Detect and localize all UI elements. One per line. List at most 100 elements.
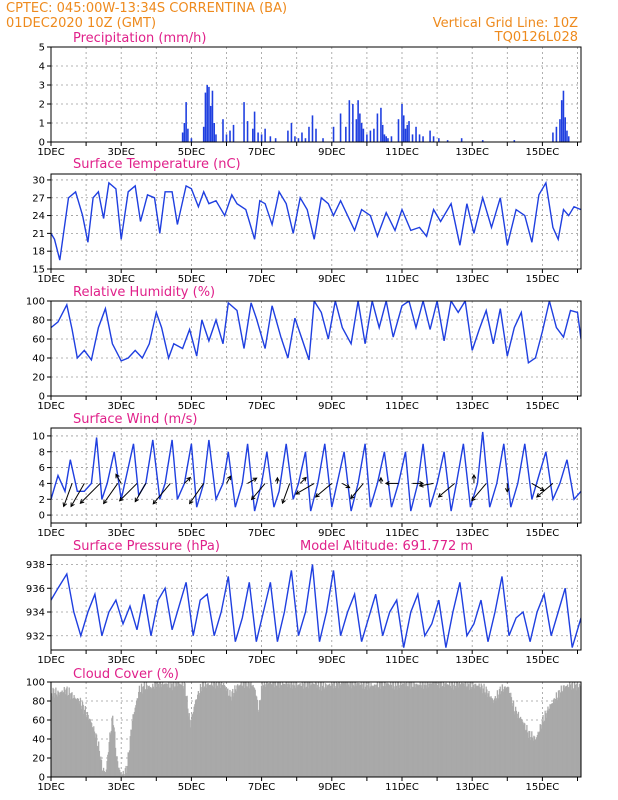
wind-arrow-head: [471, 496, 476, 502]
precip-bar: [311, 115, 314, 142]
cloud-area-bar: [228, 695, 230, 777]
rh-ytick-label: 20: [32, 373, 45, 384]
cloud-area-bar: [399, 682, 402, 777]
cloud-area-bar: [311, 682, 313, 777]
wind-title: Surface Wind (m/s): [73, 412, 197, 427]
cloud-area-bar: [408, 682, 410, 777]
cloud-ytick-label: 20: [32, 754, 45, 765]
cloud-area-bar: [58, 691, 60, 777]
cloud-area-bar: [258, 711, 260, 777]
cloud-area-bar: [517, 713, 519, 777]
precip-bar: [418, 134, 421, 142]
cloud-area-bar: [515, 710, 518, 777]
cloud-area-bar: [351, 682, 353, 777]
cloud-area-bar: [456, 682, 459, 777]
cloud-area-bar: [330, 685, 332, 777]
cloud-area-bar: [447, 685, 449, 777]
cloud-area-bar: [119, 769, 121, 777]
cloud-area-bar: [547, 706, 549, 777]
cloud-area-bar: [141, 686, 143, 777]
precip-bar: [357, 100, 359, 142]
cloud-area-bar: [425, 688, 428, 777]
cloud-area-bar: [202, 682, 204, 777]
temp-xtick-label: 13DEC: [455, 274, 489, 285]
cloud-area-bar: [239, 684, 242, 777]
wind-ytick-label: 10: [32, 431, 45, 442]
cloud-area-bar: [344, 682, 346, 777]
cloud-area-bar: [185, 696, 188, 777]
cloud-area-bar: [372, 685, 374, 777]
rh-series-line: [51, 301, 581, 365]
cloud-area-bar: [265, 686, 267, 777]
cloud-area-bar: [291, 682, 293, 777]
cloud-area-bar: [320, 682, 322, 777]
cloud-area-bar: [352, 682, 354, 777]
temp-border: [50, 173, 582, 270]
cloud-area-bar: [560, 685, 562, 777]
cloud-area-bar: [466, 686, 468, 777]
cloud-area-bar: [293, 682, 295, 777]
cloud-area-bar: [284, 685, 287, 777]
cloud-xtick-label: 15DEC: [526, 782, 560, 793]
cloud-area-bar: [439, 682, 442, 777]
temp-xtick-label: 11DEC: [385, 274, 419, 285]
cloud-area-bar: [452, 689, 454, 777]
cloud-area-bar: [558, 690, 560, 777]
cloud-area-bar: [146, 685, 148, 777]
wind-xtick-label: 15DEC: [526, 528, 560, 539]
precip-bar: [380, 107, 382, 142]
cloud-area-bar: [227, 695, 230, 777]
cloud-area-bar: [343, 682, 345, 777]
cloud-area-bar: [274, 682, 277, 777]
cloud-area-bar: [364, 686, 367, 777]
precip-bar: [438, 138, 440, 142]
cloud-area-bar: [247, 682, 249, 777]
temp-panel: 15 18 21 24 27 30 1DEC 3DEC 5DEC 7DEC 9DEC 11DEC 13D…: [32, 157, 582, 285]
cloud-area-bar: [96, 745, 98, 777]
cloud-area-bar: [112, 715, 114, 777]
cloud-area-bar: [489, 697, 492, 777]
cloud-area-bar: [417, 684, 419, 777]
cloud-area-bar: [538, 732, 540, 777]
cloud-area-bar: [559, 692, 562, 777]
cloud-area-bar: [567, 687, 569, 777]
cloud-area-bar: [140, 692, 142, 777]
cloud-area-bar: [277, 682, 280, 777]
cloud-area-bar: [506, 687, 508, 777]
cloud-area-bar: [235, 691, 237, 777]
cloud-area-bar: [187, 708, 189, 777]
cloud-area-bar: [472, 682, 474, 777]
cloud-area-bar: [114, 731, 116, 777]
cloud-area-bar: [303, 682, 306, 777]
cloud-area-bar: [338, 682, 341, 777]
cloud-area-bar: [225, 687, 227, 777]
cloud-area-bar: [248, 682, 250, 777]
cloud-area-bar: [472, 684, 475, 777]
cloud-area-bar: [440, 682, 442, 777]
cloud-area-bar: [566, 685, 568, 777]
cloud-area-bar: [195, 699, 197, 777]
cloud-area-bar: [92, 728, 94, 777]
cloud-area-bar: [151, 687, 153, 777]
cloud-area-bar: [283, 683, 285, 777]
cloud-area-bar: [158, 687, 160, 777]
cloud-area-bar: [392, 682, 394, 777]
cloud-area-bar: [80, 705, 82, 777]
cloud-area-bar: [556, 697, 558, 777]
cloud-area-bar: [100, 756, 102, 777]
wind-arrow-shaft: [184, 477, 191, 484]
cloud-area-bar: [69, 693, 71, 777]
precip-title: Precipitation (mm/h): [73, 31, 206, 46]
cloud-area-bar: [545, 717, 548, 777]
cloud-area-bar: [305, 687, 307, 777]
cloud-area-bar: [497, 694, 499, 777]
wind-arrow-shaft: [115, 474, 122, 484]
cloud-area-bar: [448, 684, 450, 777]
cloud-area-bar: [522, 721, 524, 777]
wind-arrow-shaft: [103, 483, 119, 504]
pres-panel: 932 934 936 938 1DEC 3DEC 5DEC 7DEC 9DEC 11DEC 13D…: [26, 539, 582, 666]
cloud-area-bar: [220, 682, 223, 777]
cloud-area-bar: [364, 689, 366, 777]
cloud-area-bar: [60, 691, 63, 777]
cloud-area-bar: [292, 684, 294, 777]
